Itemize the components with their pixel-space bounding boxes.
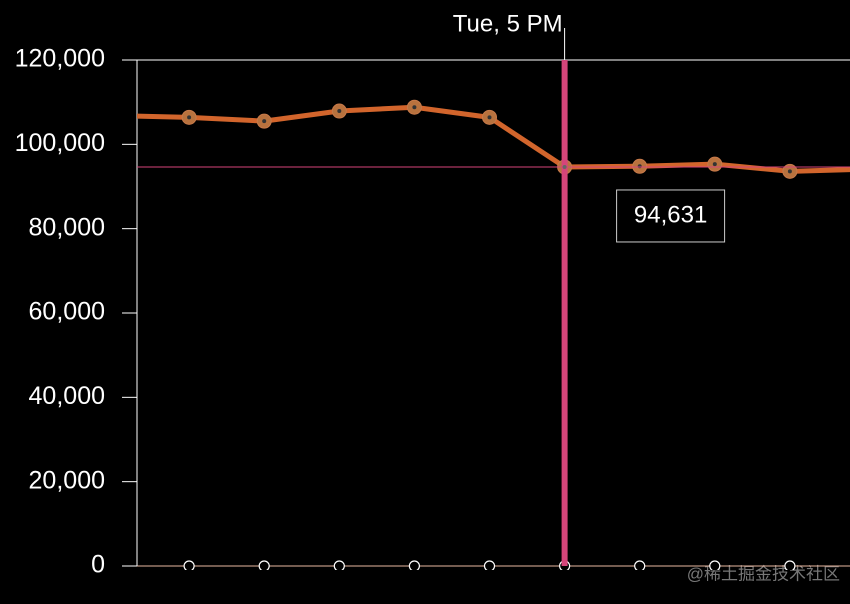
- x-tick-marker: [784, 560, 796, 570]
- y-tick-label: 20,000: [29, 466, 105, 494]
- crosshair-point: [562, 164, 567, 169]
- y-tick-label: 100,000: [15, 129, 105, 157]
- data-point-center: [187, 115, 192, 120]
- data-point-center: [712, 162, 717, 167]
- x-tick-marker: [483, 560, 496, 570]
- y-tick-label: 120,000: [15, 45, 105, 73]
- plot-area: [107, 99, 850, 571]
- x-tick-marker: [183, 560, 195, 570]
- data-line: [137, 104, 850, 174]
- data-point-center: [112, 114, 116, 118]
- x-tick-marker: [333, 560, 345, 570]
- y-tick-label: 60,000: [29, 298, 105, 326]
- y-tick-label: 0: [91, 551, 105, 579]
- tooltip-value: 94,631: [634, 201, 707, 228]
- data-point-center: [262, 119, 267, 124]
- data-point: [107, 109, 121, 123]
- y-tick-label: 80,000: [29, 213, 105, 241]
- data-point-center: [487, 115, 492, 120]
- watermark: @稀土掘金技术社区: [687, 564, 840, 583]
- data-point-center: [412, 105, 417, 110]
- crosshair-category: Tue, 5 PM: [453, 10, 563, 37]
- x-tick-marker: [258, 560, 270, 570]
- x-tick-marker: [408, 560, 420, 570]
- data-point-center: [337, 109, 342, 114]
- data-point-center: [787, 169, 792, 174]
- data-point-center: [637, 164, 642, 169]
- tooltip-box: [616, 189, 726, 243]
- x-tick-marker: [109, 561, 119, 571]
- x-tick-marker: [709, 560, 721, 570]
- y-tick-label: 40,000: [29, 382, 105, 410]
- x-tick-marker: [634, 560, 646, 570]
